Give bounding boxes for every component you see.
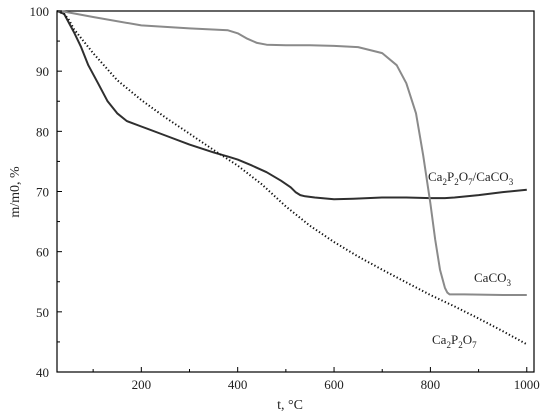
- y-tick-label-90: 90: [36, 64, 49, 79]
- x-axis-label: t, °C: [277, 398, 303, 413]
- curve-label-ca2p2o7: Ca2P2O7: [432, 332, 477, 350]
- y-axis-label: m/m0, %: [8, 166, 23, 218]
- x-tick-label-600: 600: [324, 377, 344, 392]
- series-line-2: [56, 10, 528, 346]
- y-tick-label-50: 50: [36, 305, 49, 320]
- y-tick-label-60: 60: [36, 245, 49, 260]
- x-tick-label-400: 400: [228, 377, 248, 392]
- x-tick-label-800: 800: [421, 377, 441, 392]
- y-tick-label-40: 40: [36, 365, 49, 380]
- curve-label-ca2p2o7-caco3: Ca2P2O7/CaCO3: [428, 169, 514, 187]
- y-tick-label-100: 100: [30, 4, 50, 19]
- x-tick-label-1000: 1000: [514, 377, 540, 392]
- y-tick-label-80: 80: [36, 124, 49, 139]
- y-tick-label-70: 70: [36, 185, 49, 200]
- series-line-0: [56, 10, 527, 201]
- series-line-1: [56, 10, 527, 296]
- x-tick-label-200: 200: [132, 377, 152, 392]
- curve-label-caco3: CaCO3: [474, 270, 512, 288]
